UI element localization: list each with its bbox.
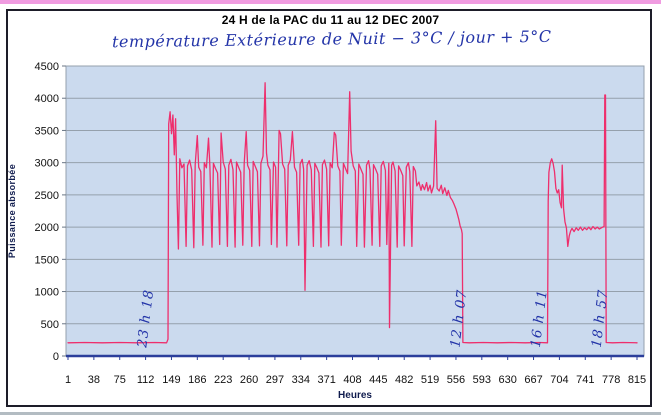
- x-tick-label: 334: [292, 374, 310, 386]
- x-tick-label: 371: [317, 374, 335, 386]
- x-tick-label: 445: [369, 374, 387, 386]
- handwritten-time-annotation: 12 h 07: [447, 288, 470, 348]
- handwritten-time-annotation: 18 h 57: [589, 288, 612, 348]
- y-tick-label: 0: [53, 351, 59, 363]
- data-line: [67, 82, 638, 344]
- x-tick-label: 408: [343, 374, 361, 386]
- page-bottom-edge: [0, 412, 661, 415]
- y-axis-title: Puissance absorbée: [7, 164, 17, 258]
- x-tick-label: 593: [473, 374, 491, 386]
- x-tick-label: 667: [524, 374, 542, 386]
- x-tick-label: 223: [214, 374, 232, 386]
- x-tick-label: 741: [576, 374, 594, 386]
- y-tick-label: 4500: [35, 61, 59, 73]
- x-tick-label: 482: [395, 374, 413, 386]
- x-tick-label: 1: [65, 374, 71, 386]
- handwritten-time-annotation: 23 h 18: [134, 288, 157, 349]
- x-tick-label: 556: [447, 374, 465, 386]
- x-tick-label: 186: [188, 374, 206, 386]
- x-tick-label: 704: [550, 374, 568, 386]
- page-top-pink-band: [0, 0, 661, 4]
- x-axis-title: Heures: [338, 390, 372, 401]
- x-tick-label: 778: [602, 374, 620, 386]
- x-tick-label: 815: [628, 374, 646, 386]
- y-tick-label: 3000: [35, 158, 59, 170]
- x-tick-label: 630: [499, 374, 517, 386]
- x-tick-label: 260: [240, 374, 258, 386]
- x-tick-label: 519: [421, 374, 439, 386]
- y-tick-label: 1500: [35, 254, 59, 266]
- y-tick-label: 2500: [35, 190, 59, 202]
- x-tick-label: 112: [137, 374, 155, 386]
- x-tick-label: 149: [162, 374, 180, 386]
- y-tick-label: 3500: [35, 125, 59, 137]
- x-tick-label: 297: [266, 374, 284, 386]
- y-tick-label: 4000: [35, 93, 59, 105]
- y-tick-label: 2000: [35, 222, 59, 234]
- chart-title: 24 H de la PAC du 11 au 12 DEC 2007: [221, 13, 440, 27]
- handwritten-time-annotation: 16 h 11: [528, 288, 551, 348]
- y-tick-label: 1000: [35, 287, 59, 299]
- y-tick-label: 500: [41, 319, 59, 331]
- x-tick-label: 38: [88, 374, 100, 386]
- x-tick-label: 75: [114, 374, 126, 386]
